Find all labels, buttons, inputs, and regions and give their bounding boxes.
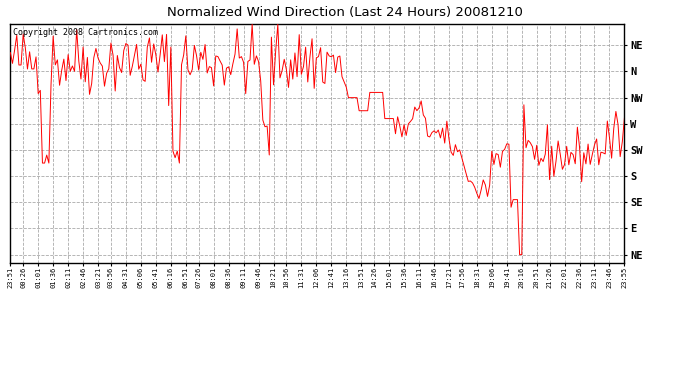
Text: Copyright 2008 Cartronics.com: Copyright 2008 Cartronics.com (13, 28, 159, 37)
Text: Normalized Wind Direction (Last 24 Hours) 20081210: Normalized Wind Direction (Last 24 Hours… (167, 6, 523, 19)
